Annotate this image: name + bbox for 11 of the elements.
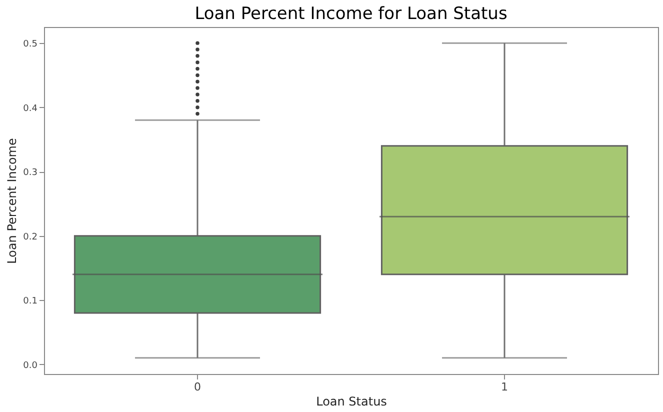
y-tick-label: 0.3 [23, 168, 38, 178]
y-tick-label: 0.1 [23, 296, 38, 307]
x-axis-title: Loan Status [316, 394, 387, 408]
x-tick-label: 0 [194, 380, 201, 394]
y-tick-label: 0.2 [23, 232, 38, 242]
x-tick-label: 1 [501, 380, 508, 394]
y-tick-label: 0.5 [23, 40, 38, 50]
y-axis-title: Loan Percent Income [5, 138, 20, 264]
chart-title: Loan Percent Income for Loan Status [194, 4, 508, 24]
y-tick-label: 0.4 [23, 104, 38, 114]
y-tick-label: 0.0 [23, 360, 38, 371]
